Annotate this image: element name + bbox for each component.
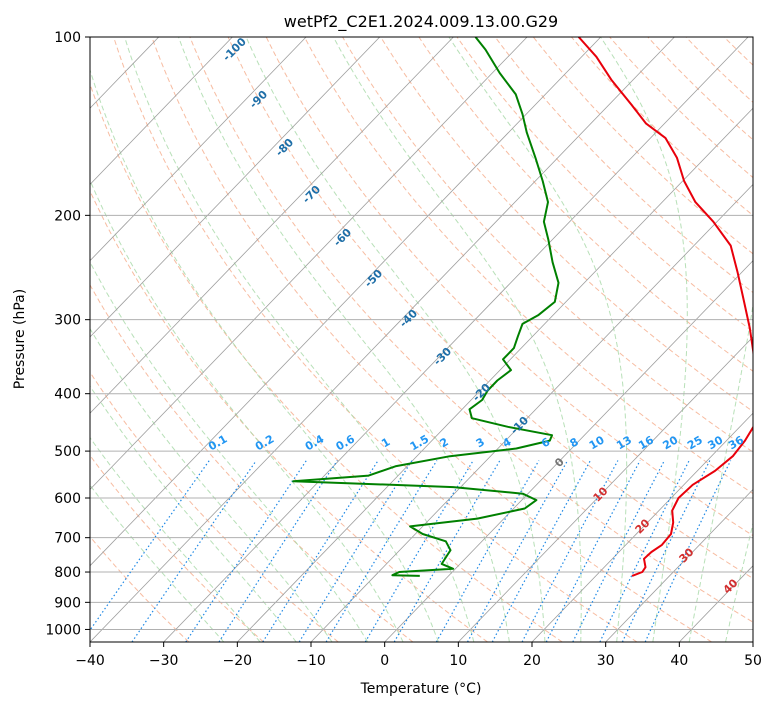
dry-adiabat-line (647, 37, 753, 141)
x-tick-label: −30 (149, 653, 179, 669)
dry-adiabat-line (303, 37, 753, 495)
chart-axes: −40 −30 −20 −10 0 10 20 30 40 50 100 200 300 400 500 60… (45, 30, 762, 669)
mixing-ratio-line (90, 460, 210, 632)
moist-adiabat-line (90, 179, 404, 642)
isotherm-line (163, 37, 749, 642)
dry-adiabat-line (456, 37, 753, 333)
x-tick-label: 0 (380, 653, 389, 669)
plot-frame (89, 36, 754, 643)
mixing-ratio-line (572, 460, 665, 642)
y-tick-label: 600 (54, 491, 81, 507)
mixing-ratio-line (364, 460, 474, 642)
moist-adiabat-line (600, 37, 688, 642)
moist-adiabat-line (725, 521, 753, 642)
mixing-ratio-line (131, 460, 257, 642)
moist-adiabat-line (245, 37, 546, 642)
x-tick-label: 50 (744, 653, 762, 669)
dry-adiabat-line (151, 37, 712, 642)
mixing-ratio-line (621, 460, 711, 642)
y-tick-label: 800 (54, 565, 81, 581)
isotherm-line (90, 37, 454, 414)
isotherm-line (531, 412, 753, 642)
isotherm-line (90, 37, 602, 567)
dry-adiabat-line (113, 37, 638, 642)
x-tick-label: −10 (296, 653, 326, 669)
y-tick-label: 400 (54, 387, 81, 403)
y-tick-label: 900 (54, 595, 81, 611)
dry-adiabat-line (90, 189, 488, 642)
mixing-ratio-line (218, 460, 338, 642)
dry-adiabat-line (380, 37, 753, 413)
isotherm-line (90, 37, 675, 642)
moist-adiabat-line (90, 68, 439, 642)
isotherm-line (90, 37, 233, 186)
chart-title: wetPf2_C2E1.2024.009.13.00.G29 (284, 12, 558, 32)
y-tick-label: 100 (54, 30, 81, 46)
mixing-ratio-line (466, 460, 569, 642)
isotherm-line (605, 488, 753, 642)
dry-adiabat-line (189, 37, 753, 623)
dry-adiabat-line (90, 283, 414, 642)
x-tick-label: −20 (223, 653, 253, 669)
isotherm-line (310, 183, 753, 642)
moist-adiabat-line (90, 484, 225, 642)
moist-adiabat-line (688, 301, 753, 642)
dry-adiabat-line (90, 535, 190, 642)
moist-adiabat-line (90, 327, 333, 642)
isotherm-line (90, 37, 307, 262)
isotherm-line (90, 37, 528, 491)
mixing-ratio-line (185, 460, 307, 642)
moist-adiabat-line (448, 37, 628, 642)
y-tick-label: 300 (54, 313, 81, 329)
x-tick-label: 20 (523, 653, 541, 669)
x-tick-label: 30 (597, 653, 615, 669)
dewpoint-profile-line (292, 37, 560, 577)
temperature-profile-line (577, 37, 753, 577)
mixing-ratio-line (393, 460, 501, 642)
moist-adiabat-line (332, 37, 582, 642)
isotherm-line (384, 260, 753, 642)
y-tick-label: 500 (54, 444, 81, 460)
x-tick-label: −40 (75, 653, 105, 669)
mixing-ratio-line (325, 460, 438, 642)
y-axis-title: Pressure (hPa) (12, 289, 28, 389)
dry-adiabat-line (227, 37, 753, 580)
mixing-ratio-line (599, 460, 690, 642)
dry-adiabat-line (90, 454, 264, 642)
isotherm-line (90, 37, 381, 338)
moist-adiabat-line (90, 385, 297, 642)
x-tick-label: 40 (670, 653, 688, 669)
moist-adiabat-line (124, 37, 475, 642)
y-tick-label: 200 (54, 208, 81, 224)
y-tick-label: 700 (54, 531, 81, 547)
chart-series (292, 37, 753, 577)
dry-adiabat-line (494, 37, 753, 294)
mixing-ratio-line (644, 460, 732, 642)
y-tick-label: 1000 (45, 622, 81, 638)
isotherm-line (237, 107, 753, 642)
moist-adiabat-line (90, 261, 369, 642)
x-axis-title: Temperature (°C) (360, 681, 482, 697)
x-tick-label: 10 (449, 653, 467, 669)
moist-adiabat-line (90, 436, 261, 642)
dry-adiabat-line (265, 37, 753, 537)
